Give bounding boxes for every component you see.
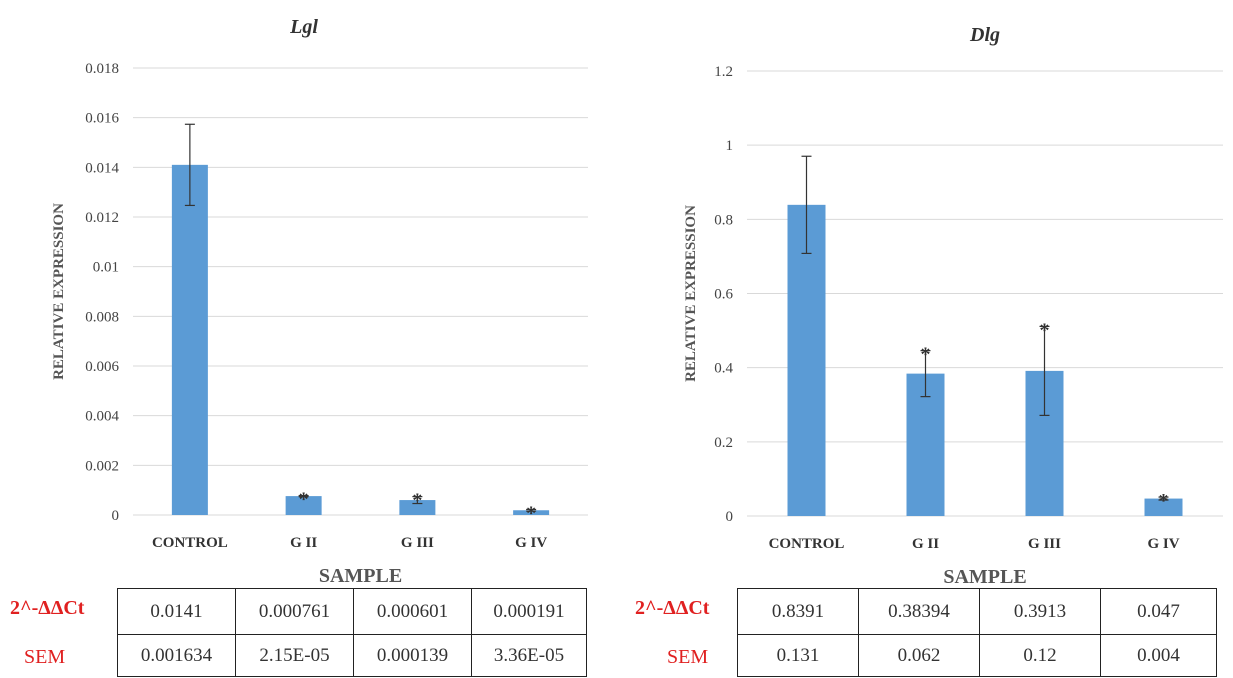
chart-panel-lgl: Lgl 0 0.002 0.004 0.006 0.008 0.01 0.012 0.014 0.…	[0, 0, 610, 678]
dlg-y-tick-label: 0.6	[714, 287, 733, 303]
lgl-table-cell: 0.001634	[117, 634, 236, 677]
lgl-category-label: G II	[290, 535, 317, 551]
lgl-table-cell: 3.36E-05	[471, 634, 587, 677]
dlg-category-label: G III	[1028, 536, 1061, 552]
dlg-y-tick-label: 0.8	[714, 212, 733, 228]
dlg-table-cell: 0.3913	[979, 588, 1101, 635]
dlg-y-tick-label: 0.2	[714, 435, 733, 451]
lgl-chart-title: Lgl	[289, 16, 318, 38]
dlg-bar	[1144, 498, 1183, 516]
lgl-y-tick-label: 0.012	[85, 210, 119, 226]
lgl-table-cell: 0.000761	[235, 588, 354, 635]
dlg-bar	[906, 373, 945, 516]
lgl-table-cell: 2.15E-05	[235, 634, 354, 677]
lgl-bar	[399, 500, 436, 515]
lgl-y-tick-label: 0.008	[85, 309, 119, 325]
dlg-table-cell: 0.004	[1100, 634, 1217, 677]
dlg-table-row-label-ddct: 2^-ΔΔCt	[635, 597, 710, 619]
dlg-y-tick-label: 0.4	[714, 361, 733, 377]
dlg-table-cell: 0.131	[737, 634, 859, 677]
dlg-category-label: G II	[912, 536, 939, 552]
dlg-significance-marker: *	[921, 344, 931, 366]
lgl-significance-marker: *	[412, 490, 422, 512]
lgl-category-label: G IV	[515, 535, 547, 551]
dlg-table-row-sem: 0.131 0.062 0.12 0.004	[737, 634, 1217, 677]
lgl-table-cell: 0.000601	[353, 588, 472, 635]
lgl-table-row-ddct: 0.0141 0.000761 0.000601 0.000191	[117, 588, 587, 635]
lgl-y-tick-label: 0	[112, 508, 120, 524]
chart-panel-dlg: Dlg 0 0.2 0.4 0.6 0.8 1 1.2 RELATIVE EXPRESSION C…	[615, 0, 1233, 678]
lgl-significance-marker: *	[526, 502, 536, 524]
dlg-chart-title: Dlg	[969, 24, 1000, 46]
lgl-y-tick-label: 0.018	[85, 61, 119, 77]
dlg-table-cell: 0.8391	[737, 588, 859, 635]
lgl-table-row-sem: 0.001634 2.15E-05 0.000139 3.36E-05	[117, 634, 587, 677]
dlg-y-tick-label: 0	[726, 509, 734, 525]
lgl-bar-chart: Lgl 0 0.002 0.004 0.006 0.008 0.01 0.012 0.014 0.…	[51, 16, 588, 587]
lgl-table-cell: 0.0141	[117, 588, 236, 635]
dlg-significance-marker: *	[1040, 319, 1050, 341]
lgl-table-cell: 0.000191	[471, 588, 587, 635]
dlg-significance-marker: *	[1159, 490, 1169, 512]
lgl-y-tick-label: 0.014	[85, 160, 119, 176]
dlg-table-cell: 0.062	[858, 634, 980, 677]
lgl-data-table: 0.0141 0.000761 0.000601 0.000191 0.0016…	[117, 588, 587, 677]
lgl-category-label: G III	[401, 535, 434, 551]
lgl-bar	[171, 164, 208, 515]
lgl-y-tick-label: 0.016	[85, 111, 119, 127]
lgl-table-cell: 0.000139	[353, 634, 472, 677]
dlg-y-axis-title: RELATIVE EXPRESSION	[683, 205, 699, 382]
dlg-table-cell: 0.047	[1100, 588, 1217, 635]
lgl-y-axis-title: RELATIVE EXPRESSION	[51, 203, 67, 380]
lgl-x-axis-title: SAMPLE	[319, 565, 402, 587]
dlg-category-label: CONTROL	[769, 536, 845, 552]
dlg-table-row-label-sem: SEM	[667, 646, 709, 668]
lgl-y-tick-label: 0.006	[85, 359, 119, 375]
dlg-table-row-ddct: 0.8391 0.38394 0.3913 0.047	[737, 588, 1217, 635]
lgl-y-tick-label: 0.004	[85, 409, 119, 425]
dlg-bar-chart: Dlg 0 0.2 0.4 0.6 0.8 1 1.2 RELATIVE EXPRESSION C…	[683, 24, 1223, 588]
lgl-y-tick-label: 0.002	[85, 458, 119, 474]
lgl-table-row-label-sem: SEM	[24, 646, 66, 668]
lgl-y-tick-label: 0.01	[93, 260, 119, 276]
dlg-y-tick-label: 1	[726, 138, 734, 154]
lgl-significance-marker: *	[299, 489, 309, 511]
lgl-bar	[513, 510, 550, 515]
dlg-y-tick-label: 1.2	[714, 64, 733, 80]
dlg-data-table: 0.8391 0.38394 0.3913 0.047 0.131 0.062 …	[737, 588, 1217, 677]
dlg-bar	[787, 204, 826, 517]
dlg-x-axis-title: SAMPLE	[943, 566, 1026, 588]
lgl-table-row-label-ddct: 2^-ΔΔCt	[10, 597, 85, 619]
lgl-category-label: CONTROL	[152, 535, 228, 551]
dlg-table-cell: 0.38394	[858, 588, 980, 635]
dlg-category-label: G IV	[1147, 536, 1179, 552]
lgl-bar	[285, 496, 322, 515]
dlg-table-cell: 0.12	[979, 634, 1101, 677]
